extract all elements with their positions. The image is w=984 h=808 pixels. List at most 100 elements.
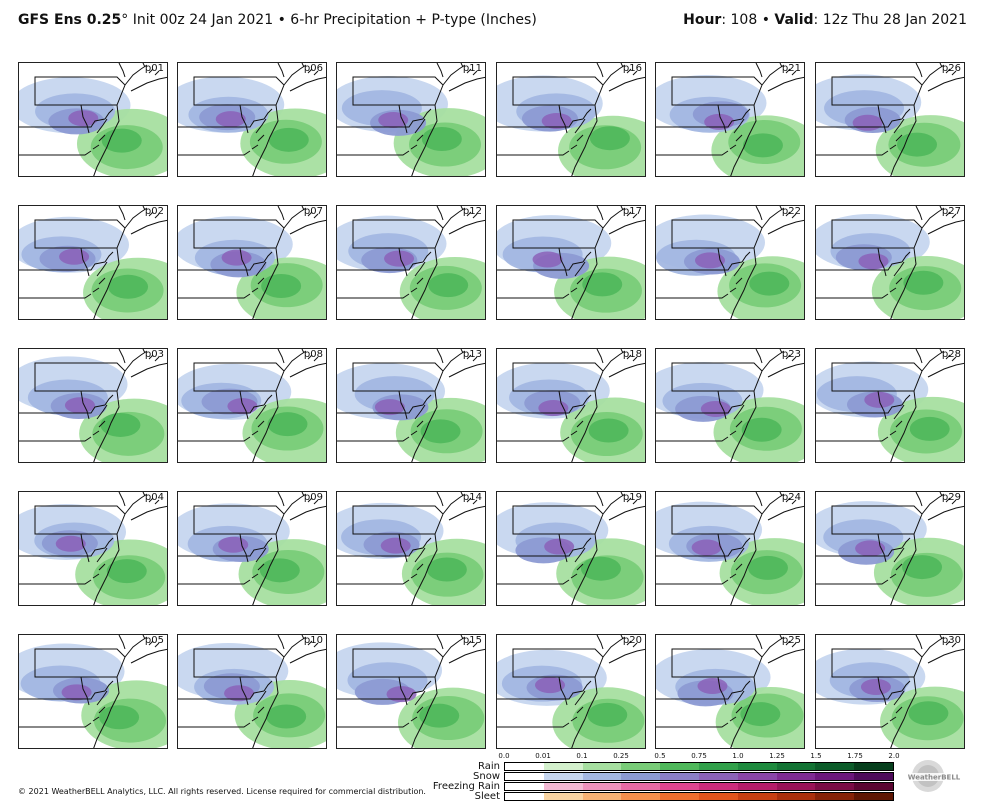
ensemble-member-panel: p06 (177, 62, 327, 177)
member-label: p28 (941, 349, 961, 360)
legend-color-bar (504, 762, 894, 771)
legend-swatch (698, 763, 738, 770)
legend-swatch (582, 763, 622, 770)
legend-swatch (582, 793, 622, 800)
member-label: p03 (144, 349, 164, 360)
hour-value: : 108 (721, 12, 758, 28)
member-label: p15 (462, 635, 482, 646)
legend-swatch (505, 763, 544, 770)
valid-value: : 12z Thu 28 Jan 2021 (813, 12, 967, 28)
member-label: p17 (622, 206, 642, 217)
legend-ticks: 0.0 0.01 0.1 0.25 0.5 0.75 1.0 1.25 1.5 1.75 2.0 (498, 752, 899, 762)
ensemble-member-panel: p17 (496, 205, 646, 320)
legend-tick: 0.1 (576, 752, 588, 760)
copyright-notice: © 2021 WeatherBELL Analytics, LLC. All r… (18, 787, 426, 796)
legend-tick: 0.75 (691, 752, 707, 760)
precip-map (337, 349, 485, 462)
precip-map (816, 349, 964, 462)
member-label: p18 (622, 349, 642, 360)
legend-swatch (737, 773, 777, 780)
separator: • (277, 12, 286, 28)
member-label: p14 (462, 492, 482, 503)
header-right: Hour: 108 • Valid: 12z Thu 28 Jan 2021 (683, 12, 967, 28)
member-label: p12 (462, 206, 482, 217)
legend-swatch (660, 773, 699, 780)
ensemble-member-panel: p09 (177, 491, 327, 606)
precip-map (497, 492, 645, 605)
legend-swatch (815, 763, 855, 770)
ptype-legend: 0.0 0.01 0.1 0.25 0.5 0.75 1.0 1.25 1.5 1.75 2.0 R… (418, 752, 900, 802)
legend-row-label: Rain (478, 761, 500, 772)
ensemble-member-panel: p07 (177, 205, 327, 320)
legend-tick: 1.75 (847, 752, 863, 760)
precip-map (656, 206, 804, 319)
legend-swatch (854, 793, 893, 800)
legend-swatch (737, 793, 777, 800)
separator: • (761, 12, 770, 28)
header-left: GFS Ens 0.25° Init 00z 24 Jan 2021 • 6-h… (18, 12, 537, 28)
ensemble-member-panel: p15 (336, 634, 486, 749)
legend-swatch (660, 763, 699, 770)
legend-swatch (660, 793, 699, 800)
legend-tick: 0.0 (498, 752, 510, 760)
legend-swatch (698, 793, 738, 800)
degree-symbol: ° (121, 12, 129, 28)
ensemble-member-panel: p12 (336, 205, 486, 320)
ensemble-member-panel: p22 (655, 205, 805, 320)
precip-map (178, 63, 326, 176)
ensemble-member-panel: p29 (815, 491, 965, 606)
legend-swatch (543, 783, 583, 790)
legend-swatch (737, 783, 777, 790)
member-label: p29 (941, 492, 961, 503)
legend-tick: 2.0 (888, 752, 900, 760)
ensemble-member-panel: p27 (815, 205, 965, 320)
ensemble-member-panel: p18 (496, 348, 646, 463)
legend-swatch (582, 783, 622, 790)
product-title: 6-hr Precipitation + P-type (Inches) (290, 12, 537, 28)
precip-map (337, 206, 485, 319)
ensemble-member-panel: p26 (815, 62, 965, 177)
legend-color-bar (504, 782, 894, 791)
precip-map (337, 63, 485, 176)
legend-swatch (621, 763, 661, 770)
legend-swatch (582, 773, 622, 780)
precip-map (178, 635, 326, 748)
svg-text:WeatherBELL: WeatherBELL (908, 774, 961, 782)
legend-swatch (776, 793, 816, 800)
legend-swatch (737, 763, 777, 770)
legend-tick: 1.5 (810, 752, 822, 760)
member-label: p09 (303, 492, 323, 503)
member-label: p01 (144, 63, 164, 74)
ensemble-member-panel: p05 (18, 634, 168, 749)
legend-tick: 0.01 (535, 752, 551, 760)
precip-map (656, 63, 804, 176)
ensemble-member-panel: p03 (18, 348, 168, 463)
ensemble-member-panel: p04 (18, 491, 168, 606)
ensemble-member-panel: p10 (177, 634, 327, 749)
member-label: p30 (941, 635, 961, 646)
legend-swatch (621, 783, 661, 790)
legend-swatch (543, 763, 583, 770)
legend-row: Freezing Rain (418, 781, 898, 792)
legend-tick: 0.5 (654, 752, 666, 760)
precip-map (337, 635, 485, 748)
legend-tick: 1.0 (732, 752, 744, 760)
precip-map (816, 635, 964, 748)
legend-swatch (543, 773, 583, 780)
legend-row: Rain (418, 761, 898, 772)
legend-swatch (854, 763, 893, 770)
legend-swatch (776, 763, 816, 770)
legend-swatch (854, 773, 893, 780)
precip-map (816, 63, 964, 176)
weatherbell-logo: WeatherBELL (908, 760, 961, 792)
legend-swatch (854, 783, 893, 790)
member-label: p16 (622, 63, 642, 74)
legend-row: Sleet (418, 791, 898, 802)
precip-map (656, 349, 804, 462)
ensemble-member-panel: p24 (655, 491, 805, 606)
member-label: p04 (144, 492, 164, 503)
legend-color-bar (504, 792, 894, 801)
legend-tick: 0.25 (613, 752, 629, 760)
legend-swatch (505, 783, 544, 790)
precip-map (497, 349, 645, 462)
